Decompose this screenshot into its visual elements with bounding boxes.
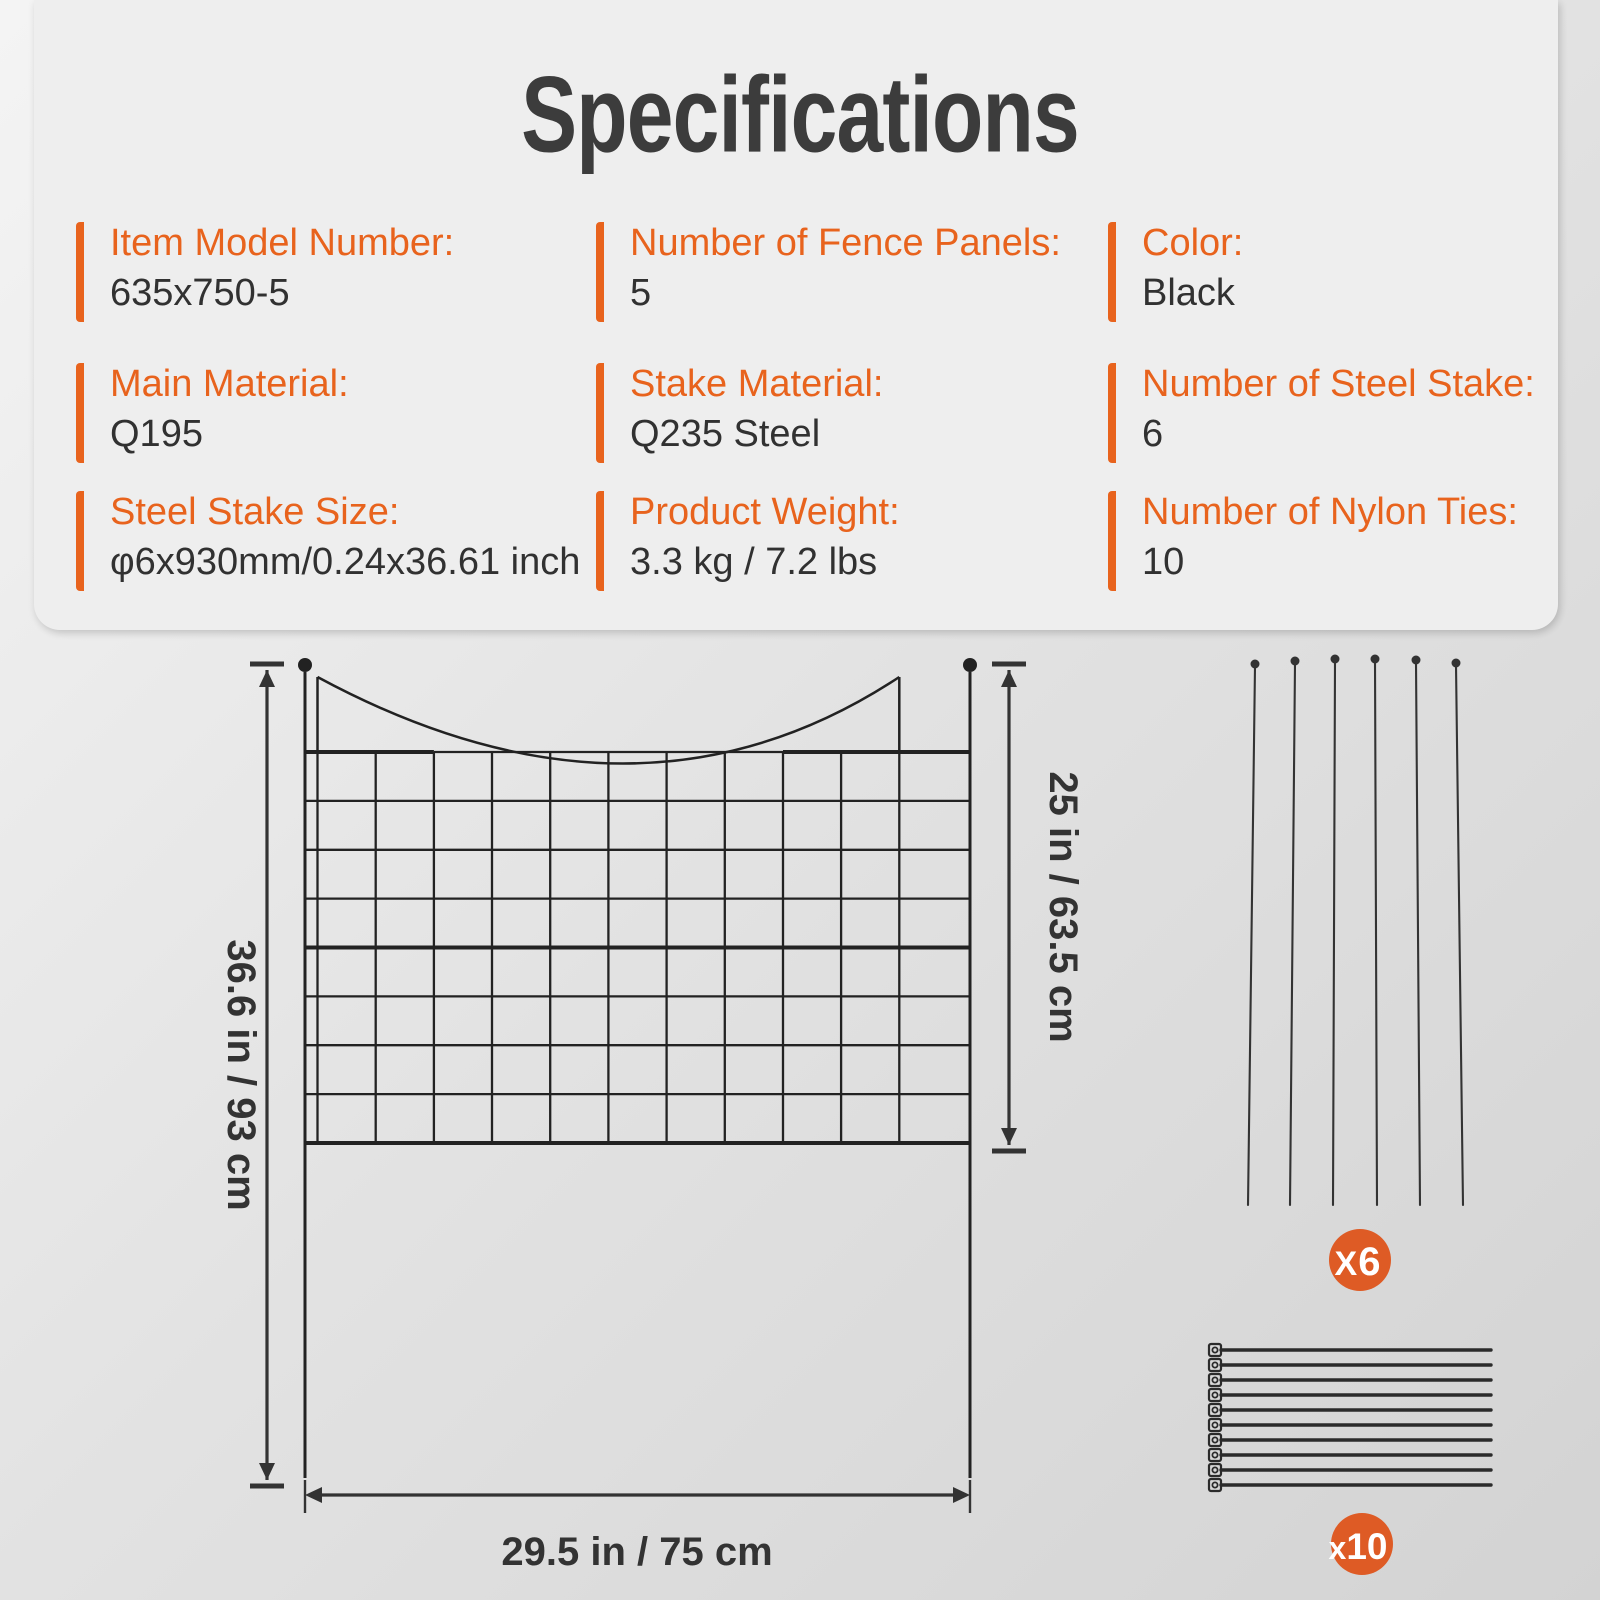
svg-text:X6: X6 [1335,1240,1382,1284]
svg-text:x10: x10 [1329,1526,1388,1567]
svg-text:36.6 in / 93 cm: 36.6 in / 93 cm [219,939,263,1210]
svg-text:25 in / 63.5 cm: 25 in / 63.5 cm [1041,771,1085,1042]
svg-text:29.5 in / 75 cm: 29.5 in / 75 cm [501,1530,772,1574]
